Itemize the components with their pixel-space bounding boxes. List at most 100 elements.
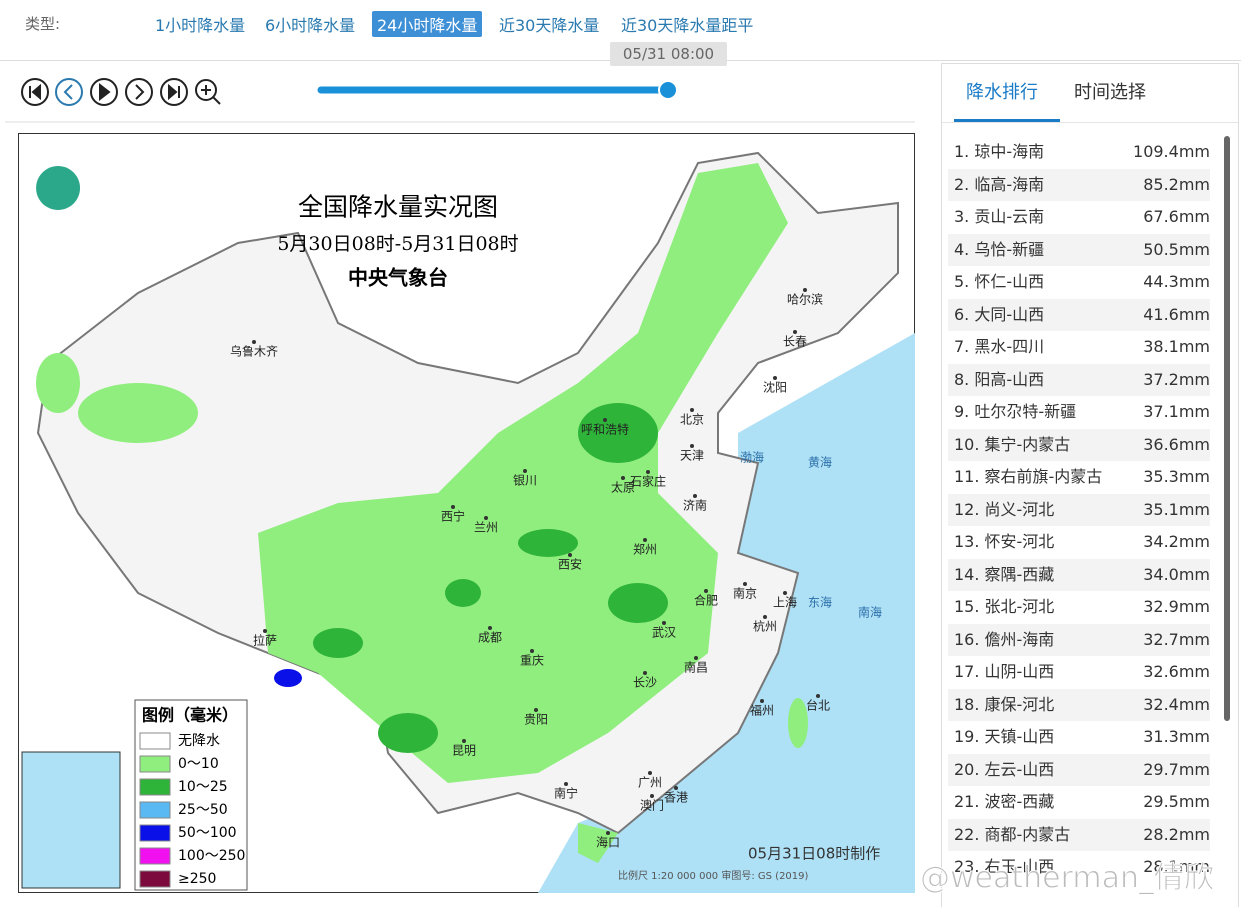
last-button[interactable] (160, 78, 188, 106)
city-label: 杭州 (753, 619, 777, 634)
city-dot (643, 671, 647, 675)
station-name: 14. 察隅-西藏 (954, 564, 1055, 584)
precip-value: 37.1mm (1143, 402, 1210, 421)
city-dot (693, 494, 697, 498)
legend-title: 图例（毫米） (142, 706, 238, 725)
precip-value: 109.4mm (1133, 142, 1210, 161)
station-name: 17. 山阴-山西 (954, 662, 1055, 681)
zoom-button[interactable] (195, 79, 221, 105)
panel-tab[interactable]: 时间选择 (1074, 82, 1146, 103)
rank-row: 3. 贡山-云南 67.6mm (948, 201, 1210, 233)
tab-underline (954, 119, 1060, 122)
scrollbar (1224, 136, 1230, 721)
station-name: 8. 阳高-山西 (954, 369, 1045, 389)
legend-label: 25～50 (178, 802, 228, 818)
station-name: 6. 大同-山西 (954, 304, 1045, 324)
rank-row: 10. 集宁-内蒙古 36.6mm (948, 428, 1210, 461)
city-dot (704, 589, 708, 593)
precip-value: 32.7mm (1143, 629, 1210, 649)
legend-label: 10～25 (178, 779, 228, 795)
city-dot (568, 553, 572, 557)
play-button[interactable] (90, 78, 118, 106)
first-button[interactable] (21, 78, 49, 106)
rank-row: 11. 察右前旗-内蒙古 35.3mm (948, 461, 1210, 493)
city-label: 济南 (683, 498, 707, 513)
precip-value: 31.3mm (1143, 727, 1210, 746)
station-name: 15. 张北-河北 (954, 597, 1055, 616)
city-dot (793, 330, 797, 334)
filter-tab[interactable]: 6小时降水量 (265, 16, 356, 35)
rain-areas (36, 163, 808, 863)
city-label: 银川 (513, 474, 537, 488)
city-label: 合肥 (694, 593, 718, 608)
rank-row: 6. 大同-山西 41.6mm (948, 298, 1210, 331)
city-label: 呼和浩特 (581, 422, 629, 437)
precip-value: 41.6mm (1143, 304, 1210, 324)
filter-tab[interactable]: 近30天降水量距平 (621, 16, 754, 35)
next-button[interactable] (125, 78, 153, 106)
legend-swatch (139, 847, 171, 865)
precip-value: 32.4mm (1143, 694, 1210, 714)
sea-label: 黄海 (808, 455, 832, 470)
station-name: 20. 左云-山西 (954, 759, 1055, 779)
station-name: 11. 察右前旗-内蒙古 (954, 467, 1103, 486)
legend-swatch (139, 755, 171, 773)
city-label: 西安 (558, 557, 582, 572)
city-label: 广州 (638, 776, 662, 790)
rank-row: 16. 儋州-海南 32.7mm (948, 623, 1210, 656)
city-label: 重庆 (520, 654, 544, 668)
legend-label: 100～250 (178, 848, 245, 864)
city-label: 拉萨 (253, 633, 277, 648)
city-dot (263, 629, 267, 633)
controls (5, 78, 915, 123)
legend-swatch (139, 778, 171, 796)
station-name: 21. 波密-西藏 (954, 792, 1055, 811)
city-label: 台北 (806, 698, 830, 713)
city-label: 长沙 (633, 676, 657, 690)
filter-tab[interactable]: 近30天降水量 (499, 16, 600, 35)
city-label: 沈阳 (763, 380, 787, 395)
precip-value: 37.2mm (1143, 369, 1210, 389)
sea-label: 东海 (808, 595, 832, 610)
legend-label: ≥250 (178, 871, 216, 887)
city-dot (523, 469, 527, 473)
city-label: 郑州 (633, 542, 657, 557)
city-label: 福州 (750, 703, 774, 718)
precip-value: 34.2mm (1143, 532, 1210, 551)
precip-value: 85.2mm (1143, 174, 1210, 194)
rank-row: 22. 商都-内蒙古 28.2mm (948, 818, 1210, 851)
city-dot (773, 376, 777, 380)
city-label: 哈尔滨 (787, 292, 823, 307)
city-dot (252, 340, 256, 344)
filter-tab[interactable]: 24小时降水量 (372, 11, 483, 37)
map-issuer: 中央气象台 (348, 266, 448, 290)
city-label: 太原 (611, 480, 635, 495)
city-label: 西宁 (441, 509, 465, 524)
station-name: 7. 黑水-四川 (954, 337, 1045, 356)
city-label: 贵阳 (524, 713, 548, 727)
heavy-rain-areas (313, 403, 668, 753)
city-dot (488, 626, 492, 630)
precip-value: 35.3mm (1143, 467, 1210, 486)
city-dot (606, 831, 610, 835)
rank-row: 14. 察隅-西藏 34.0mm (948, 558, 1210, 591)
filter-tab[interactable]: 1小时降水量 (155, 16, 246, 35)
rank-row: 5. 怀仁-山西 44.3mm (948, 266, 1210, 298)
city-dot (690, 408, 694, 412)
slider-knob[interactable] (658, 80, 678, 100)
city-label: 昆明 (452, 744, 476, 758)
city-label: 乌鲁木齐 (230, 344, 278, 359)
rank-row: 23. 右玉-山西 28.1mm (948, 851, 1210, 883)
panel-tab[interactable]: 降水排行 (966, 82, 1038, 103)
map-footer: 比例尺 1:20 000 000 审图号: GS (2019) (618, 869, 809, 882)
prev-button[interactable] (55, 78, 83, 106)
city-label: 澳门 (640, 798, 664, 813)
rank-row: 17. 山阴-山西 32.6mm (948, 656, 1210, 688)
city-dot (646, 470, 650, 474)
time-tooltip: 05/31 08:00 (610, 42, 727, 66)
city-label: 石家庄 (630, 474, 666, 489)
city-label: 兰州 (474, 521, 498, 535)
station-name: 23. 右玉-山西 (954, 857, 1055, 876)
precip-value: 35.1mm (1143, 499, 1210, 519)
